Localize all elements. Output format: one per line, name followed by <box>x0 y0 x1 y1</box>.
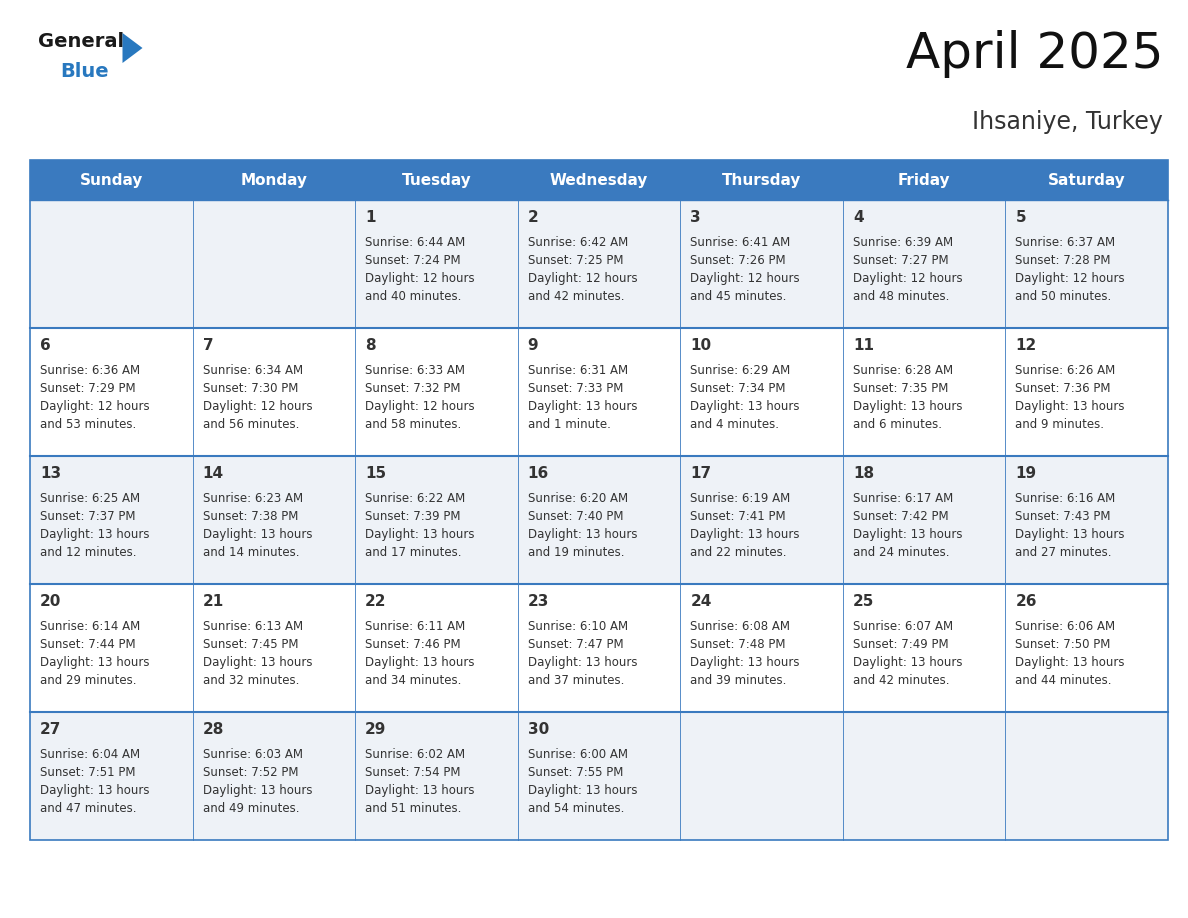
Text: Sunrise: 6:00 AM
Sunset: 7:55 PM
Daylight: 13 hours
and 54 minutes.: Sunrise: 6:00 AM Sunset: 7:55 PM Dayligh… <box>527 748 637 815</box>
Text: Sunrise: 6:13 AM
Sunset: 7:45 PM
Daylight: 13 hours
and 32 minutes.: Sunrise: 6:13 AM Sunset: 7:45 PM Dayligh… <box>203 620 312 687</box>
Text: 20: 20 <box>40 594 62 609</box>
Text: 11: 11 <box>853 338 874 353</box>
Text: 6: 6 <box>40 338 51 353</box>
Text: 12: 12 <box>1016 338 1037 353</box>
Text: Sunrise: 6:20 AM
Sunset: 7:40 PM
Daylight: 13 hours
and 19 minutes.: Sunrise: 6:20 AM Sunset: 7:40 PM Dayligh… <box>527 492 637 559</box>
Text: Sunrise: 6:10 AM
Sunset: 7:47 PM
Daylight: 13 hours
and 37 minutes.: Sunrise: 6:10 AM Sunset: 7:47 PM Dayligh… <box>527 620 637 687</box>
Text: Sunrise: 6:03 AM
Sunset: 7:52 PM
Daylight: 13 hours
and 49 minutes.: Sunrise: 6:03 AM Sunset: 7:52 PM Dayligh… <box>203 748 312 815</box>
Text: Sunrise: 6:02 AM
Sunset: 7:54 PM
Daylight: 13 hours
and 51 minutes.: Sunrise: 6:02 AM Sunset: 7:54 PM Dayligh… <box>365 748 475 815</box>
Text: Sunrise: 6:11 AM
Sunset: 7:46 PM
Daylight: 13 hours
and 34 minutes.: Sunrise: 6:11 AM Sunset: 7:46 PM Dayligh… <box>365 620 475 687</box>
Text: Sunrise: 6:36 AM
Sunset: 7:29 PM
Daylight: 12 hours
and 53 minutes.: Sunrise: 6:36 AM Sunset: 7:29 PM Dayligh… <box>40 364 150 431</box>
Text: General: General <box>38 32 124 51</box>
Text: Wednesday: Wednesday <box>550 173 649 187</box>
Text: Sunrise: 6:37 AM
Sunset: 7:28 PM
Daylight: 12 hours
and 50 minutes.: Sunrise: 6:37 AM Sunset: 7:28 PM Dayligh… <box>1016 236 1125 303</box>
Text: Blue: Blue <box>61 62 108 81</box>
Text: Sunrise: 6:19 AM
Sunset: 7:41 PM
Daylight: 13 hours
and 22 minutes.: Sunrise: 6:19 AM Sunset: 7:41 PM Dayligh… <box>690 492 800 559</box>
Text: Sunrise: 6:08 AM
Sunset: 7:48 PM
Daylight: 13 hours
and 39 minutes.: Sunrise: 6:08 AM Sunset: 7:48 PM Dayligh… <box>690 620 800 687</box>
Text: Sunrise: 6:22 AM
Sunset: 7:39 PM
Daylight: 13 hours
and 17 minutes.: Sunrise: 6:22 AM Sunset: 7:39 PM Dayligh… <box>365 492 475 559</box>
Text: 1: 1 <box>365 210 375 225</box>
Text: 19: 19 <box>1016 466 1037 481</box>
Text: 25: 25 <box>853 594 874 609</box>
Text: Saturday: Saturday <box>1048 173 1125 187</box>
Text: Monday: Monday <box>240 173 308 187</box>
Bar <box>30 712 1168 840</box>
Text: 13: 13 <box>40 466 61 481</box>
Text: Sunrise: 6:25 AM
Sunset: 7:37 PM
Daylight: 13 hours
and 12 minutes.: Sunrise: 6:25 AM Sunset: 7:37 PM Dayligh… <box>40 492 150 559</box>
Text: Sunrise: 6:33 AM
Sunset: 7:32 PM
Daylight: 12 hours
and 58 minutes.: Sunrise: 6:33 AM Sunset: 7:32 PM Dayligh… <box>365 364 475 431</box>
Text: Sunrise: 6:44 AM
Sunset: 7:24 PM
Daylight: 12 hours
and 40 minutes.: Sunrise: 6:44 AM Sunset: 7:24 PM Dayligh… <box>365 236 475 303</box>
Text: Sunrise: 6:28 AM
Sunset: 7:35 PM
Daylight: 13 hours
and 6 minutes.: Sunrise: 6:28 AM Sunset: 7:35 PM Dayligh… <box>853 364 962 431</box>
Text: 14: 14 <box>203 466 223 481</box>
Text: 18: 18 <box>853 466 874 481</box>
Text: Thursday: Thursday <box>722 173 801 187</box>
Text: Ihsaniye, Turkey: Ihsaniye, Turkey <box>972 110 1163 134</box>
Text: Sunrise: 6:07 AM
Sunset: 7:49 PM
Daylight: 13 hours
and 42 minutes.: Sunrise: 6:07 AM Sunset: 7:49 PM Dayligh… <box>853 620 962 687</box>
Text: 16: 16 <box>527 466 549 481</box>
Text: 28: 28 <box>203 722 225 737</box>
Text: Sunrise: 6:34 AM
Sunset: 7:30 PM
Daylight: 12 hours
and 56 minutes.: Sunrise: 6:34 AM Sunset: 7:30 PM Dayligh… <box>203 364 312 431</box>
Text: Sunrise: 6:14 AM
Sunset: 7:44 PM
Daylight: 13 hours
and 29 minutes.: Sunrise: 6:14 AM Sunset: 7:44 PM Dayligh… <box>40 620 150 687</box>
Text: 17: 17 <box>690 466 712 481</box>
Text: Sunday: Sunday <box>80 173 143 187</box>
Text: 26: 26 <box>1016 594 1037 609</box>
Bar <box>30 328 1168 456</box>
Text: Sunrise: 6:06 AM
Sunset: 7:50 PM
Daylight: 13 hours
and 44 minutes.: Sunrise: 6:06 AM Sunset: 7:50 PM Dayligh… <box>1016 620 1125 687</box>
Text: Sunrise: 6:29 AM
Sunset: 7:34 PM
Daylight: 13 hours
and 4 minutes.: Sunrise: 6:29 AM Sunset: 7:34 PM Dayligh… <box>690 364 800 431</box>
Text: 8: 8 <box>365 338 375 353</box>
Text: 3: 3 <box>690 210 701 225</box>
Text: Sunrise: 6:17 AM
Sunset: 7:42 PM
Daylight: 13 hours
and 24 minutes.: Sunrise: 6:17 AM Sunset: 7:42 PM Dayligh… <box>853 492 962 559</box>
Text: 24: 24 <box>690 594 712 609</box>
Text: 30: 30 <box>527 722 549 737</box>
Text: 23: 23 <box>527 594 549 609</box>
Text: Friday: Friday <box>898 173 950 187</box>
Polygon shape <box>122 33 143 63</box>
Text: 9: 9 <box>527 338 538 353</box>
Text: Tuesday: Tuesday <box>402 173 472 187</box>
Text: Sunrise: 6:39 AM
Sunset: 7:27 PM
Daylight: 12 hours
and 48 minutes.: Sunrise: 6:39 AM Sunset: 7:27 PM Dayligh… <box>853 236 962 303</box>
Bar <box>30 584 1168 712</box>
Text: 5: 5 <box>1016 210 1026 225</box>
Text: 29: 29 <box>365 722 386 737</box>
Text: 4: 4 <box>853 210 864 225</box>
Bar <box>30 160 1168 200</box>
Text: April 2025: April 2025 <box>905 30 1163 78</box>
Text: 27: 27 <box>40 722 62 737</box>
Text: Sunrise: 6:16 AM
Sunset: 7:43 PM
Daylight: 13 hours
and 27 minutes.: Sunrise: 6:16 AM Sunset: 7:43 PM Dayligh… <box>1016 492 1125 559</box>
Text: Sunrise: 6:04 AM
Sunset: 7:51 PM
Daylight: 13 hours
and 47 minutes.: Sunrise: 6:04 AM Sunset: 7:51 PM Dayligh… <box>40 748 150 815</box>
Text: 2: 2 <box>527 210 538 225</box>
Text: Sunrise: 6:23 AM
Sunset: 7:38 PM
Daylight: 13 hours
and 14 minutes.: Sunrise: 6:23 AM Sunset: 7:38 PM Dayligh… <box>203 492 312 559</box>
Text: Sunrise: 6:42 AM
Sunset: 7:25 PM
Daylight: 12 hours
and 42 minutes.: Sunrise: 6:42 AM Sunset: 7:25 PM Dayligh… <box>527 236 637 303</box>
Bar <box>30 200 1168 328</box>
Text: Sunrise: 6:31 AM
Sunset: 7:33 PM
Daylight: 13 hours
and 1 minute.: Sunrise: 6:31 AM Sunset: 7:33 PM Dayligh… <box>527 364 637 431</box>
Text: 7: 7 <box>203 338 213 353</box>
Text: 10: 10 <box>690 338 712 353</box>
Text: 22: 22 <box>365 594 386 609</box>
Text: Sunrise: 6:26 AM
Sunset: 7:36 PM
Daylight: 13 hours
and 9 minutes.: Sunrise: 6:26 AM Sunset: 7:36 PM Dayligh… <box>1016 364 1125 431</box>
Text: 15: 15 <box>365 466 386 481</box>
Text: Sunrise: 6:41 AM
Sunset: 7:26 PM
Daylight: 12 hours
and 45 minutes.: Sunrise: 6:41 AM Sunset: 7:26 PM Dayligh… <box>690 236 800 303</box>
Text: 21: 21 <box>203 594 223 609</box>
Bar <box>30 160 1168 840</box>
Bar <box>30 456 1168 584</box>
